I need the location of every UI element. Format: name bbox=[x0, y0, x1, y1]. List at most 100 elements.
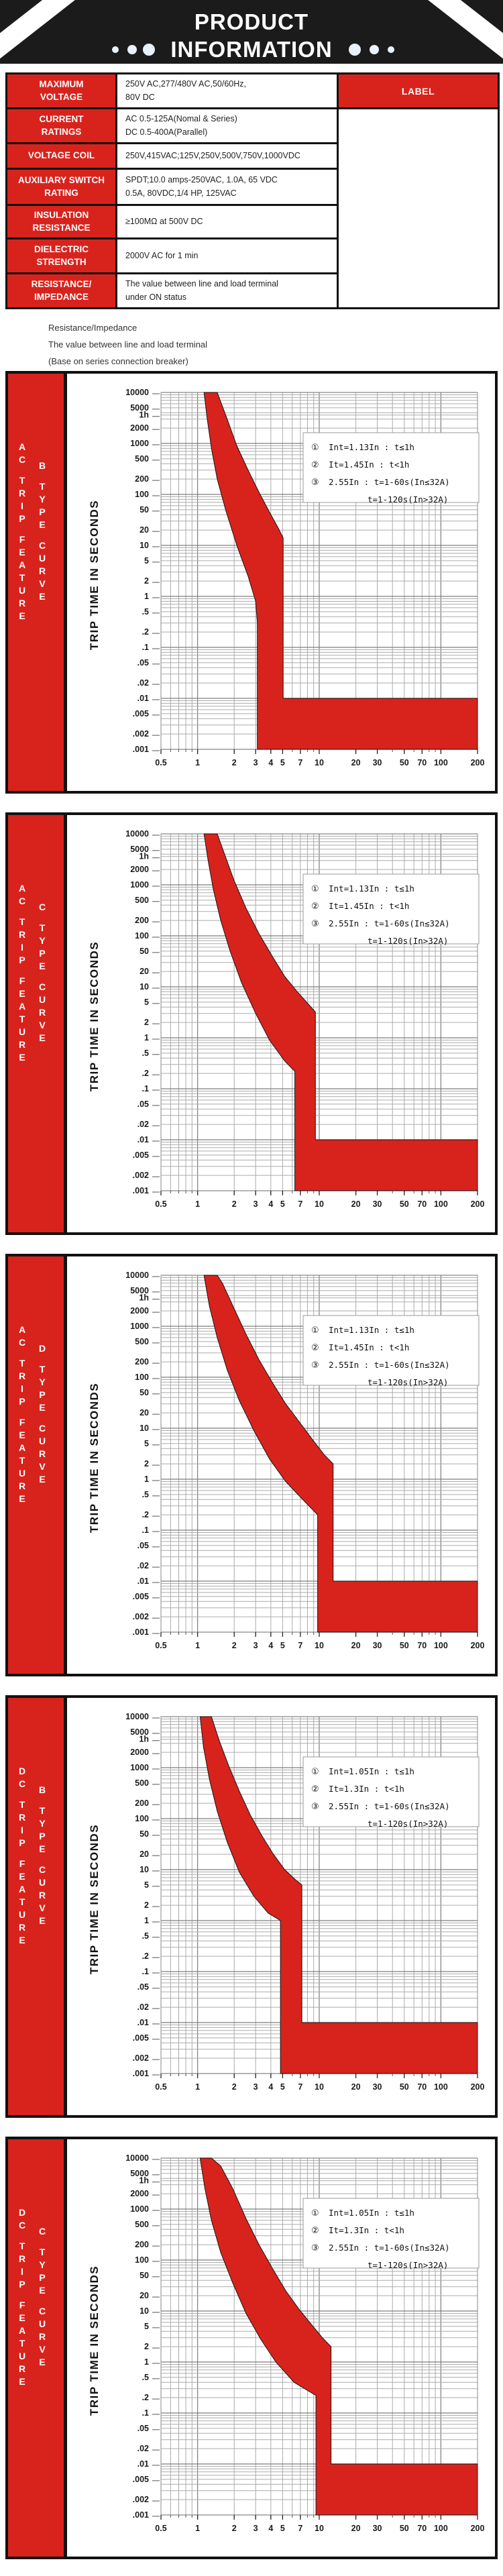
svg-text:.2: .2 bbox=[142, 1510, 149, 1519]
svg-text:5: 5 bbox=[144, 1439, 149, 1448]
sidebar-letter: P bbox=[19, 513, 25, 524]
spec-label-insulation-resistance: INSULATION RESISTANCE bbox=[5, 204, 117, 239]
svg-text:100: 100 bbox=[135, 1814, 149, 1823]
sidebar-letter: C bbox=[18, 1778, 26, 1789]
svg-text:0.5: 0.5 bbox=[155, 2524, 166, 2533]
svg-text:.02: .02 bbox=[137, 2444, 149, 2453]
svg-text:2: 2 bbox=[232, 2082, 237, 2092]
decor-dot bbox=[143, 44, 155, 56]
legend-item-text: Int=1.05In : t≤1h bbox=[329, 2208, 414, 2218]
svg-text:7: 7 bbox=[298, 758, 302, 767]
letter-gap bbox=[36, 531, 49, 539]
letter-gap bbox=[36, 914, 49, 922]
svg-text:.5: .5 bbox=[142, 1049, 149, 1058]
sidebar-letter: U bbox=[18, 1909, 26, 1920]
svg-text:1h: 1h bbox=[139, 1293, 149, 1303]
sidebar-letter: T bbox=[39, 1805, 46, 1816]
sidebar-letter: V bbox=[39, 1902, 46, 1913]
spec-value-maximum-voltage: 250V AC,277/480V AC,50/60Hz, 80V DC bbox=[115, 72, 339, 109]
svg-text:2: 2 bbox=[144, 1018, 149, 1027]
svg-text:70: 70 bbox=[417, 1641, 427, 1650]
sidebar-letter: C bbox=[18, 2220, 26, 2231]
label-column-empty bbox=[337, 107, 500, 309]
sidebar-letter: R bbox=[38, 566, 46, 576]
legend: ① Int=1.13In : t≤1h ② It=1.45In : t<1h ③ 2.55… bbox=[302, 873, 480, 946]
svg-text:10: 10 bbox=[315, 758, 324, 767]
sidebar-letter: T bbox=[19, 1799, 25, 1810]
sidebar-letter: E bbox=[39, 1032, 46, 1043]
svg-text:200: 200 bbox=[471, 758, 485, 767]
decor-dot bbox=[349, 44, 361, 56]
svg-text:.5: .5 bbox=[142, 2373, 149, 2382]
letter-gap bbox=[15, 1849, 29, 1858]
sidebar-letter: C bbox=[38, 2226, 46, 2237]
svg-text:.05: .05 bbox=[137, 2424, 149, 2433]
svg-text:5: 5 bbox=[280, 758, 285, 767]
sidebar-letter: R bbox=[18, 1481, 26, 1491]
svg-text:10000: 10000 bbox=[125, 1271, 149, 1280]
sidebar-letter: E bbox=[19, 547, 25, 557]
svg-text:1000: 1000 bbox=[130, 439, 149, 448]
trip-curve-panel-ac-trip-b-curve: A C T R I P F E A T U R E B T Y P E C U R V E 10000 5000 1h 2000 10… bbox=[5, 371, 498, 794]
legend-item-number: ③ bbox=[311, 919, 319, 929]
svg-text:1: 1 bbox=[195, 1641, 200, 1650]
legend-item-text: 2.55In : t=1-60s(In≤32A) bbox=[329, 1801, 450, 1811]
letter-gap bbox=[15, 525, 29, 533]
svg-text:100: 100 bbox=[135, 490, 149, 499]
sidebar-letter: T bbox=[39, 2247, 46, 2257]
svg-text:5000: 5000 bbox=[130, 1727, 149, 1737]
legend-item-number: ② bbox=[311, 2226, 319, 2236]
sidebar-letter: A bbox=[18, 1884, 26, 1894]
sidebar-letter: R bbox=[18, 488, 26, 498]
svg-text:20: 20 bbox=[351, 2082, 361, 2092]
spec-table: MAXIMUM VOLTAGE 250V AC,277/480V AC,50/6… bbox=[5, 72, 500, 309]
legend-item-text: 2.55In : t=1-60s(In≤32A) bbox=[329, 918, 450, 928]
trip-band-region bbox=[203, 1275, 478, 1633]
svg-text:.005: .005 bbox=[133, 1592, 149, 1601]
sidebar-letter: I bbox=[21, 500, 23, 511]
svg-text:30: 30 bbox=[373, 1199, 382, 1209]
legend-item-text: It=1.3In : t<1h bbox=[329, 1784, 404, 1794]
letter-gap bbox=[36, 2297, 49, 2305]
svg-text:2: 2 bbox=[144, 1900, 149, 1910]
sidebar-letter: Y bbox=[39, 2259, 46, 2270]
svg-text:200: 200 bbox=[471, 2524, 485, 2533]
svg-text:.2: .2 bbox=[142, 1069, 149, 1078]
svg-text:2000: 2000 bbox=[130, 1306, 149, 1316]
svg-text:1h: 1h bbox=[139, 411, 149, 420]
sidebar-letter: A bbox=[18, 2325, 26, 2336]
sidebar-letter: E bbox=[39, 591, 46, 602]
sidebar-letter: T bbox=[19, 1014, 25, 1024]
svg-text:10: 10 bbox=[315, 1199, 324, 1209]
svg-text:10000: 10000 bbox=[125, 388, 149, 397]
legend-item-text: Int=1.13In : t≤1h bbox=[329, 442, 414, 452]
svg-text:2: 2 bbox=[144, 2342, 149, 2351]
legend-item-number: ① bbox=[311, 884, 319, 894]
legend-item-number: ② bbox=[311, 902, 319, 912]
sidebar-letter: U bbox=[38, 553, 46, 564]
svg-text:20: 20 bbox=[139, 2291, 149, 2300]
footnote-line: Resistance/Impedance bbox=[48, 323, 137, 333]
sidebar-letter: T bbox=[39, 922, 46, 933]
svg-text:500: 500 bbox=[135, 454, 149, 464]
sidebar-letter: E bbox=[19, 1871, 25, 1882]
sidebar-letter: R bbox=[18, 2363, 26, 2374]
svg-text:50: 50 bbox=[400, 758, 409, 767]
sidebar-letter: U bbox=[38, 994, 46, 1005]
sidebar-letter: R bbox=[18, 1371, 26, 1381]
sidebar-letter: E bbox=[39, 1843, 46, 1854]
page-header: PRODUCT INFORMATION bbox=[0, 0, 503, 101]
svg-text:5000: 5000 bbox=[130, 2169, 149, 2178]
sidebar-letter: C bbox=[38, 1423, 46, 1434]
svg-text:3: 3 bbox=[254, 2524, 258, 2533]
svg-text:200: 200 bbox=[471, 2082, 485, 2092]
legend-item-text: t=1-120s(In>32A) bbox=[368, 936, 448, 946]
